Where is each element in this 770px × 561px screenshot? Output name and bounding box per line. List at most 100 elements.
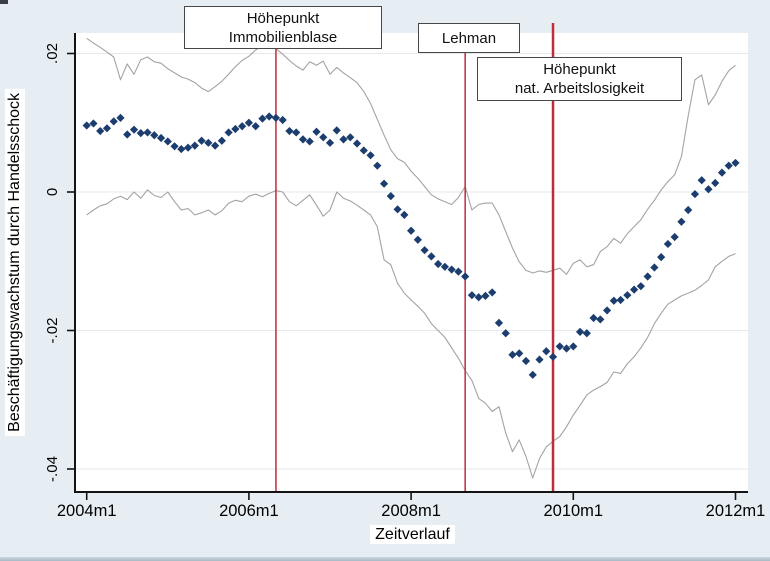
x-tick-label: 2004m1 xyxy=(57,502,117,520)
annotation-hoehepunkt-arbeitslosigkeit: Höhepunkt nat. Arbeitslosigkeit xyxy=(477,57,682,101)
scatter-point xyxy=(420,246,429,255)
scatter-point xyxy=(258,114,267,123)
scatter-point xyxy=(217,136,226,145)
scatter-point xyxy=(596,315,605,324)
scatter-point xyxy=(690,189,700,199)
scatter-point xyxy=(717,168,727,177)
y-tick-label: .02 xyxy=(44,43,61,64)
scatter-point xyxy=(278,115,287,125)
scatter-point xyxy=(265,112,274,121)
scatter-point xyxy=(359,146,368,155)
x-axis-title: Zeitverlauf xyxy=(370,525,455,544)
annotation-text-line: Immobilienblase xyxy=(228,28,338,46)
scatter-point xyxy=(467,291,477,300)
scatter-point xyxy=(602,306,612,315)
x-tick-label: 2006m1 xyxy=(219,502,279,520)
scatter-point xyxy=(582,329,591,338)
scatter-point xyxy=(102,124,112,133)
x-axis-title-wrap: Zeitverlauf xyxy=(335,525,490,544)
scatter-point xyxy=(312,127,321,136)
scatter-point xyxy=(156,133,166,143)
scatter-point xyxy=(373,161,382,170)
ci_upper-line xyxy=(86,37,736,275)
scatter-point xyxy=(724,161,733,170)
scatter-point xyxy=(697,176,706,185)
scatter-point xyxy=(197,136,206,145)
scatter-point xyxy=(271,113,281,123)
annotation-text-line: nat. Arbeitslosigkeit xyxy=(514,80,645,97)
scatter-point xyxy=(244,118,253,127)
scatter-point xyxy=(305,137,314,146)
scatter-point xyxy=(616,295,625,305)
scatter-point xyxy=(136,129,145,138)
scatter-point xyxy=(575,327,585,336)
scatter-point xyxy=(670,232,679,242)
annotation-lehman: Lehman xyxy=(418,23,520,53)
scatter-point xyxy=(454,267,463,276)
scatter-point xyxy=(609,296,618,305)
scatter-point xyxy=(366,151,375,160)
scatter-point xyxy=(332,126,341,135)
scatter-point xyxy=(569,342,578,351)
y-axis-title: Beschäftigungswachstum durch Handelsscho… xyxy=(5,89,25,436)
scatter-point xyxy=(89,119,98,128)
scatter-point xyxy=(440,262,449,271)
annotation-text-line: Höhepunkt xyxy=(543,61,616,78)
scatter-point xyxy=(211,141,220,150)
scatter-point xyxy=(474,293,483,302)
scatter-point xyxy=(298,135,308,144)
scatter-point xyxy=(636,282,645,291)
x-tick-label: 2008m1 xyxy=(381,502,441,520)
scatter-point xyxy=(677,217,686,226)
scatter-point xyxy=(238,122,247,131)
scatter-point xyxy=(285,126,294,136)
scatter-point xyxy=(447,265,456,274)
scatter-point xyxy=(183,143,193,152)
annotation-text-line: Höhepunkt xyxy=(246,9,320,27)
scatter-point xyxy=(501,329,510,338)
scatter-point xyxy=(663,239,673,249)
scatter-point xyxy=(123,130,132,139)
scatter-point xyxy=(508,350,517,359)
scatter-series xyxy=(82,112,740,379)
scatter-point xyxy=(413,235,422,244)
scatter-point xyxy=(589,313,598,323)
scatter-point xyxy=(393,205,402,214)
scatter-point xyxy=(434,259,443,269)
scatter-point xyxy=(657,252,666,262)
scatter-point xyxy=(204,138,213,147)
scatter-point xyxy=(406,226,416,235)
scatter-point xyxy=(481,291,490,300)
scatter-point xyxy=(170,142,179,151)
scatter-point xyxy=(129,125,139,134)
scatter-point xyxy=(386,192,395,201)
scatter-point xyxy=(548,352,558,361)
scatter-point xyxy=(488,288,497,297)
scatter-point xyxy=(116,113,125,123)
scatter-point xyxy=(143,128,152,137)
scatter-point xyxy=(528,370,537,379)
annotation-hoehepunkt-immobilienblase: Höhepunkt Immobilienblase xyxy=(184,6,382,49)
scatter-point xyxy=(643,272,652,281)
screenshot-corner-artifact xyxy=(0,0,8,4)
scatter-point xyxy=(190,141,199,150)
ci_lower-line xyxy=(86,189,736,479)
scatter-point xyxy=(339,135,348,144)
scatter-point xyxy=(109,117,118,126)
scatter-point xyxy=(515,349,524,358)
scatter-point xyxy=(325,138,335,147)
annotation-text-line: Lehman xyxy=(441,29,497,47)
scatter-point xyxy=(96,126,105,136)
scatter-point xyxy=(400,210,409,219)
x-tick-label: 2012m1 xyxy=(706,502,766,520)
scatter-point xyxy=(535,355,544,364)
scatter-point xyxy=(731,158,740,168)
plot-area xyxy=(75,33,748,492)
scatter-point xyxy=(251,122,260,131)
scatter-point xyxy=(177,144,186,154)
scatter-point xyxy=(704,185,713,194)
scatter-point xyxy=(562,344,571,353)
y-axis-title-wrap: Beschäftigungswachstum durch Handelsscho… xyxy=(1,33,29,492)
y-tick-label: 0 xyxy=(44,188,61,196)
